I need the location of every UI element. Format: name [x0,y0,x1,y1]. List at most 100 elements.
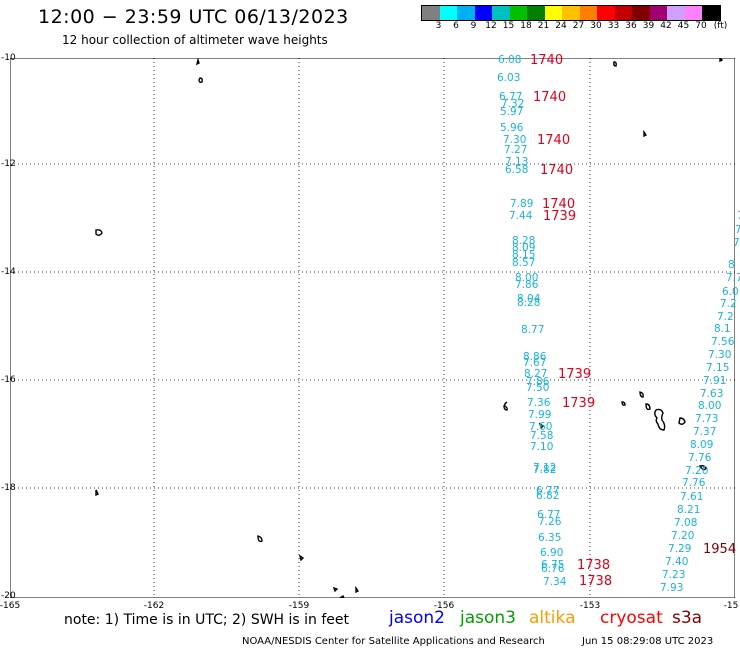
wave-height-value: 7.29 [668,543,692,555]
wave-height-value: 7 [735,224,740,236]
wave-height-value: 7.58 [530,430,554,442]
color-tick-label: 21 [537,21,550,31]
color-tick-label: 3 [435,21,442,31]
wave-height-value: 7.86 [526,376,550,388]
color-swatch [509,6,527,20]
legend-jason2: jason2 [389,608,445,628]
pass-time-label: 1740 [530,53,564,68]
legend-s3a: s3a [672,608,703,628]
wave-height-value: 8.00 [515,272,539,284]
units-note: note: 1) Time is in UTC; 2) SWH is in fe… [64,612,350,628]
lon-label: -162 [143,601,165,611]
lat-label: -18 [1,483,16,493]
page-subtitle: 12 hour collection of altimeter wave hei… [62,33,328,47]
wave-height-value: 8.04 [517,293,541,305]
lat-label: -16 [1,375,16,385]
wave-height-value: 7.50 [526,382,550,394]
lat-label: -12 [1,159,16,169]
page-title: 12:00 − 23:59 UTC 06/13/2023 [38,6,349,28]
footer-credit: NOAA/NESDIS Center for Satellite Applica… [242,636,545,647]
wave-height-value: 7.26 [538,516,562,528]
wave-height-value: 7.30 [708,349,732,361]
island-coastlines [95,58,724,598]
wave-height-value: 8.15 [512,249,536,261]
color-swatch [579,6,597,20]
wave-height-value: 6.77 [499,91,523,103]
wave-height-value: 7.73 [695,413,719,425]
color-tick-label: 9 [470,21,477,31]
color-tick-label: 45 [677,21,690,31]
color-swatch [562,6,580,20]
wave-height-value: 8.27 [524,368,548,380]
wave-height-value: 7.20 [671,530,695,542]
wave-height-value: 6.75 [541,559,565,571]
color-swatch [439,6,457,20]
lat-label: -10 [1,53,16,63]
pass-time-label: 1739 [558,367,592,382]
wave-height-value: 6.77 [537,509,561,521]
wave-height-value: 7.20 [685,465,709,477]
legend-altika: altika [529,608,576,628]
map-canvas [10,58,735,598]
color-tick-label: 6 [453,21,459,31]
color-swatch [492,6,510,20]
legend-jason3: jason3 [460,608,516,628]
wave-height-value: 6.08 [498,54,522,66]
wave-height-value: 8.57 [512,257,536,269]
wave-height-value: 8 [728,259,735,271]
color-swatch [527,6,545,20]
footer-timestamp: Jun 15 08:29:08 UTC 2023 [582,636,714,647]
wave-height-value: 6.82 [536,490,560,502]
wave-height-value: 7.93 [660,582,684,594]
pass-time-label: 1740 [537,133,571,148]
color-tick-label: 24 [555,21,567,31]
color-tick-label: 12 [485,21,497,31]
wave-height-value: 6.76 [541,563,565,575]
wave-height-value: 6.03 [497,72,521,84]
color-tick-label: 15 [502,21,515,31]
pass-time-label: 1740 [542,197,576,212]
wave-height-value: 7.86 [515,279,539,291]
map-frame [10,58,735,598]
wave-height-value: 5.96 [500,122,524,134]
color-tick-label: 70 [695,21,707,31]
wave-height-value: 7.60 [529,421,553,433]
wave-height-value: 8.09 [690,439,714,451]
color-swatch [702,6,720,20]
pass-time-label: 1738 [579,574,613,589]
wave-height-value: 8.28 [517,297,541,309]
wave-height-value: 7.61 [680,491,704,503]
wave-height-value: 5.97 [500,106,524,118]
wave-height-value: 7 [733,237,740,249]
map-gridlines [10,58,735,598]
lat-label: -20 [1,591,16,601]
color-swatch [474,6,492,20]
wave-height-value: 8.77 [521,324,545,336]
color-tick-label: 27 [572,21,585,31]
wave-height-value: 7.89 [510,198,534,210]
color-tick-label: 33 [607,21,620,31]
wave-height-value: 7.7 [726,272,740,284]
wave-height-value: 7.12 [533,462,557,474]
color-swatch [684,6,702,20]
lon-label: -156 [433,601,455,611]
pass-time-label: 1738 [577,558,611,573]
color-tick-label: 30 [590,21,602,31]
wave-height-value: 7.2 [717,311,734,323]
map-plot-area: 6.08 6.03 6.77 7.32 5.97 5.96 7.30 7.27 7.13 6.58… [10,54,740,598]
wave-height-value: 8.21 [677,504,701,516]
wave-height-value: 7.08 [674,517,698,529]
color-swatch [457,6,475,20]
wave-height-value: 7.13 [505,156,529,168]
wave-height-value: 7.37 [693,426,717,438]
color-swatch [544,6,562,20]
wave-height-value: 7.91 [703,375,727,387]
wave-height-value: 8.28 [512,235,536,247]
wave-height-value: 7.23 [662,569,686,581]
color-swatch [667,6,685,20]
wave-height-value: 7.56 [711,336,735,348]
wave-height-value: 7.76 [682,477,706,489]
pass-time-label: 1740 [540,163,574,178]
wave-height-value: 6.58 [505,164,529,176]
wave-height-value: 6.35 [538,532,562,544]
